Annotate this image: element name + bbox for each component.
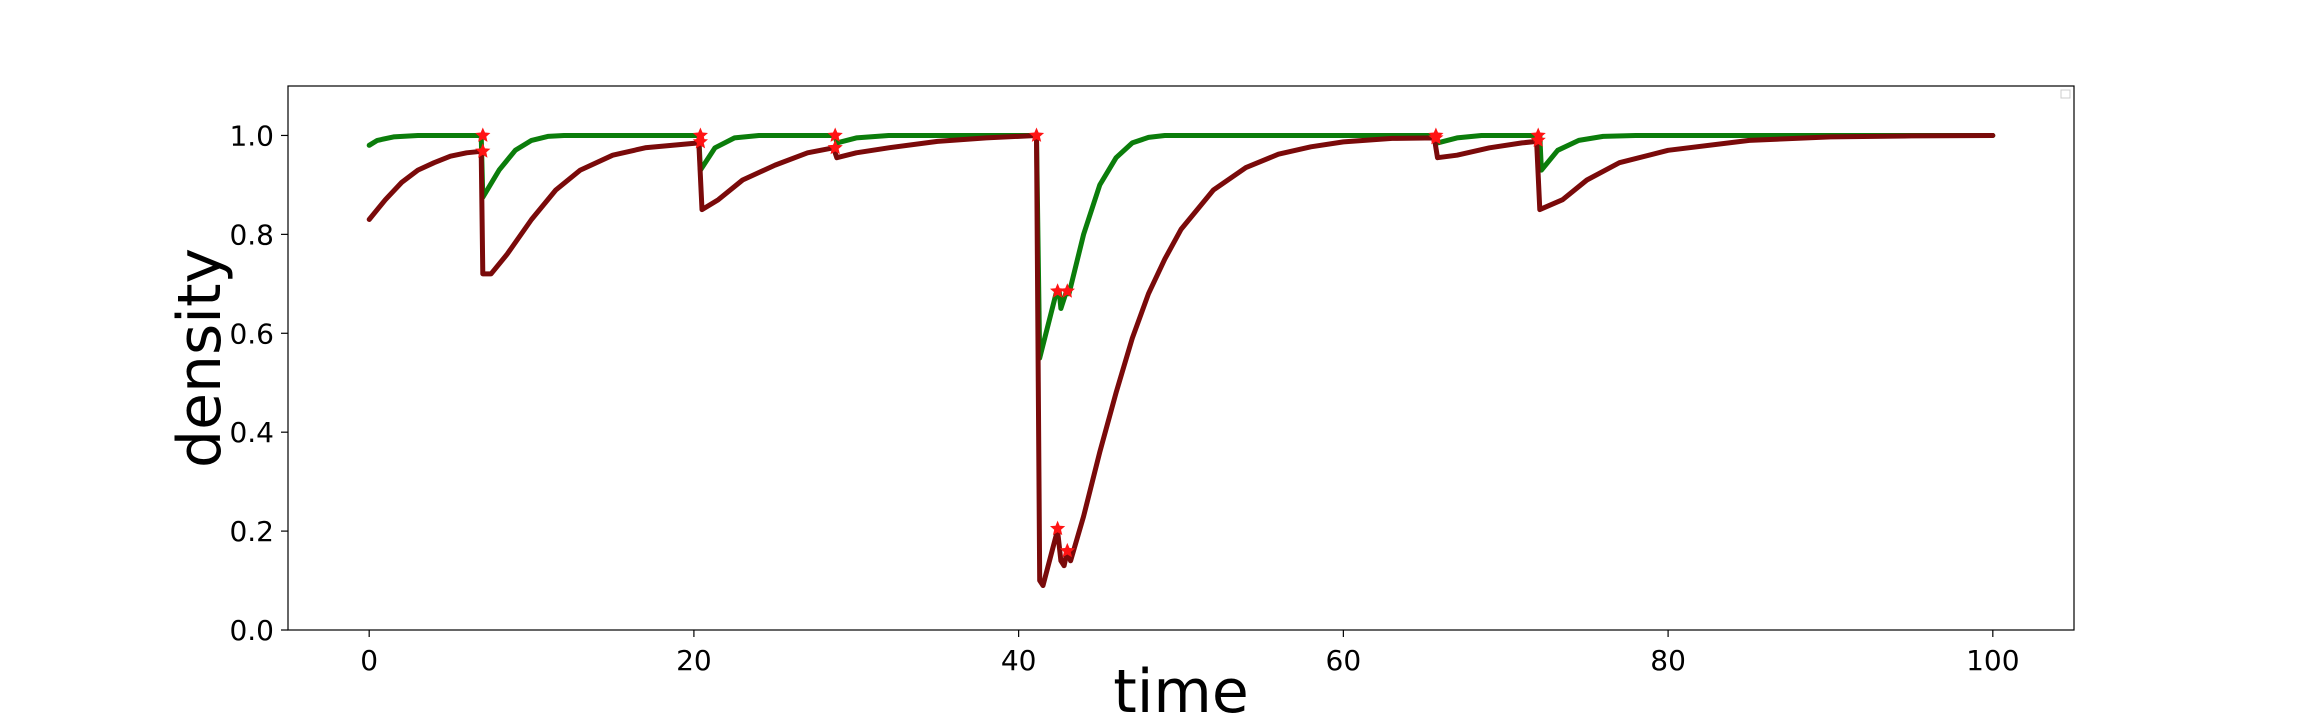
x-axis-ticks: 0 20 40 60 80 100 (360, 630, 2020, 677)
legend-box (2060, 89, 2071, 99)
star-marker (692, 133, 708, 149)
x-tick-label: 0 (360, 644, 378, 677)
y-tick-label: 0.0 (229, 614, 274, 647)
star-marker (1428, 129, 1444, 145)
y-tick-label: 0.2 (229, 515, 274, 548)
series-line-1 (366, 133, 1996, 361)
star-marker (827, 127, 843, 142)
star-marker (1059, 283, 1075, 298)
x-tick-label: 60 (1326, 644, 1362, 677)
star-marker (827, 139, 843, 155)
x-axis-title: time (1113, 657, 1249, 720)
star-marker (1050, 520, 1066, 536)
star-marker (475, 143, 491, 158)
x-tick-label: 100 (1966, 644, 2019, 677)
star-marker (1530, 132, 1546, 147)
x-tick-label: 80 (1650, 644, 1686, 677)
star-marker (1059, 542, 1075, 558)
y-tick-label: 0.6 (229, 317, 274, 350)
star-marker (475, 127, 491, 142)
plot-area (287, 85, 2075, 631)
y-axis-title: density (165, 248, 235, 468)
x-tick-label: 20 (676, 644, 712, 677)
x-tick-label: 40 (1001, 644, 1037, 677)
star-marker (1050, 283, 1066, 298)
y-tick-label: 0.8 (229, 218, 274, 251)
y-tick-label: 1.0 (229, 119, 274, 152)
marker-layer (475, 127, 1546, 558)
star-marker (1028, 127, 1045, 142)
y-tick-label: 0.4 (229, 416, 274, 449)
y-axis-ticks: 0.0 0.2 0.4 0.6 0.8 1.0 (229, 119, 288, 647)
